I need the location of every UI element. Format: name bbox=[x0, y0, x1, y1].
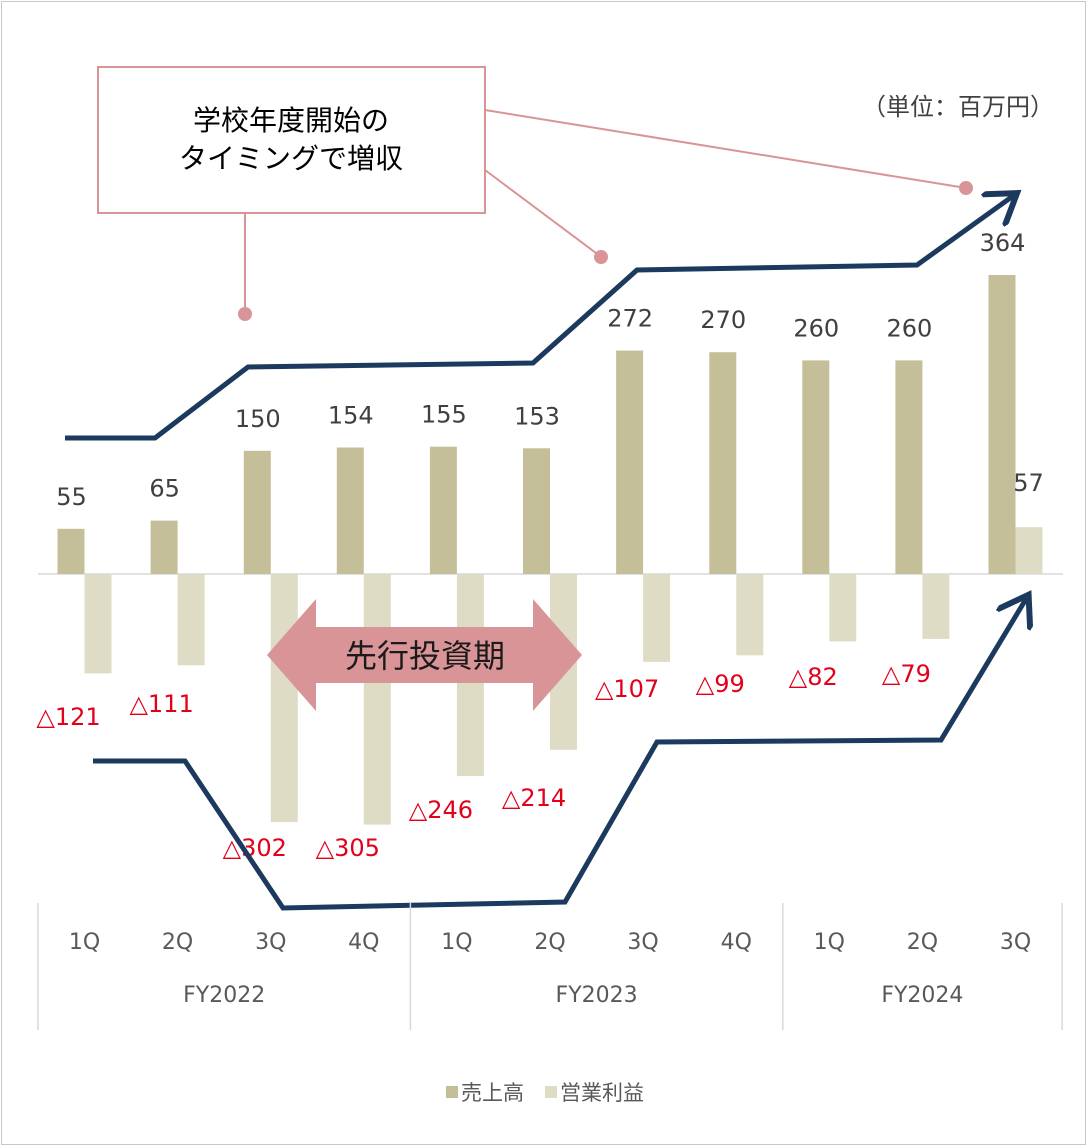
bar-sales bbox=[988, 275, 1016, 574]
category-tick-label: 4Q bbox=[348, 930, 379, 955]
data-label-sales: 272 bbox=[607, 305, 653, 333]
data-label-sales: 150 bbox=[235, 405, 281, 433]
data-label-operating-profit: △79 bbox=[882, 660, 931, 688]
legend-label: 売上高 bbox=[461, 1081, 524, 1105]
bar-operating-profit bbox=[270, 574, 298, 823]
bar-operating-profit bbox=[829, 574, 857, 642]
data-label-sales: 153 bbox=[514, 402, 560, 430]
bar-sales bbox=[336, 447, 364, 574]
legend: 売上高 営業利益 bbox=[446, 1081, 644, 1105]
callout-leader-dot bbox=[238, 307, 252, 321]
unit-label: （単位：百万円） bbox=[862, 93, 1054, 121]
legend-label: 営業利益 bbox=[560, 1081, 644, 1105]
double-arrow-shape bbox=[267, 599, 582, 711]
callout-leader-dot bbox=[594, 250, 608, 264]
data-label-operating-profit: △214 bbox=[502, 784, 566, 812]
fiscal-year-label: FY2024 bbox=[881, 983, 963, 1008]
bar-sales bbox=[709, 352, 737, 574]
callout-box bbox=[97, 66, 486, 214]
investment-period-label: 先行投資期 bbox=[345, 637, 505, 675]
data-label-operating-profit: △305 bbox=[316, 834, 380, 862]
callout-text-line1: 学校年度開始の bbox=[193, 104, 389, 137]
data-label-sales: 364 bbox=[980, 229, 1026, 257]
data-label-sales: 55 bbox=[56, 483, 87, 511]
sales-trend-arrow bbox=[65, 196, 1013, 441]
data-label-sales: 154 bbox=[328, 402, 374, 430]
category-tick-label: 1Q bbox=[814, 930, 845, 955]
data-label-operating-profit: △121 bbox=[36, 703, 100, 731]
investment-period-arrow: 先行投資期 bbox=[267, 599, 582, 711]
bar-operating-profit bbox=[84, 574, 112, 674]
data-label-operating-profit: △99 bbox=[696, 670, 745, 698]
category-tick-label: 3Q bbox=[255, 930, 286, 955]
data-label-operating-profit: △107 bbox=[595, 675, 659, 703]
data-label-layer: 55 △121 65 △111 150 △302 154 △305 155 △246 153 △214… bbox=[36, 229, 1043, 862]
category-tick-label: 2Q bbox=[162, 930, 193, 955]
data-label-operating-profit: 57 bbox=[1013, 469, 1044, 497]
callout-leader-middle bbox=[484, 169, 601, 257]
bar-sales bbox=[895, 360, 923, 574]
bar-operating-profit bbox=[363, 574, 391, 825]
data-label-sales: 260 bbox=[886, 314, 932, 342]
data-label-operating-profit: △111 bbox=[129, 690, 193, 718]
timing-callout: 学校年度開始の タイミングで増収 bbox=[97, 66, 973, 321]
category-tick-label: 2Q bbox=[534, 930, 565, 955]
callout-leader-dot bbox=[959, 181, 973, 195]
data-label-sales: 270 bbox=[700, 306, 746, 334]
bar-sales bbox=[523, 448, 550, 574]
callout-leader-right bbox=[484, 109, 967, 189]
legend-swatch bbox=[545, 1086, 557, 1098]
category-tick-label: 3Q bbox=[1000, 930, 1031, 955]
data-label-sales: 65 bbox=[149, 475, 180, 503]
legend-swatch bbox=[446, 1086, 458, 1098]
bar-operating-profit bbox=[643, 574, 671, 662]
bar-sales bbox=[429, 446, 457, 574]
fiscal-year-label: FY2023 bbox=[556, 983, 638, 1008]
data-label-sales: 155 bbox=[421, 401, 467, 429]
category-axis: 1Q 2Q 3Q 4Q 1Q 2Q 3Q 4Q 1Q 2Q 3Q FY2022 FY2023 FY2024 bbox=[37, 903, 1063, 1030]
bar-operating-profit bbox=[736, 574, 764, 656]
category-tick-label: 3Q bbox=[627, 930, 658, 955]
bar-sales bbox=[57, 528, 85, 574]
category-tick-label: 2Q bbox=[907, 930, 938, 955]
category-tick-label: 1Q bbox=[441, 930, 472, 955]
bar-sales bbox=[243, 450, 271, 574]
bar-operating-profit bbox=[922, 574, 950, 639]
data-label-operating-profit: △82 bbox=[789, 663, 838, 691]
data-label-operating-profit: △246 bbox=[409, 796, 473, 824]
data-label-sales: 260 bbox=[793, 314, 839, 342]
bar-sales bbox=[150, 520, 178, 574]
category-tick-label: 1Q bbox=[69, 930, 100, 955]
callout-text-line2: タイミングで増収 bbox=[179, 142, 403, 175]
bar-sales bbox=[616, 350, 644, 574]
data-label-operating-profit: △302 bbox=[223, 834, 287, 862]
profit-trend-arrow bbox=[93, 599, 1026, 911]
bar-sales bbox=[802, 360, 830, 574]
bar-operating-profit bbox=[177, 574, 205, 666]
fiscal-year-label: FY2022 bbox=[183, 983, 265, 1008]
bar-operating-profit bbox=[1015, 527, 1043, 574]
category-tick-label: 4Q bbox=[721, 930, 752, 955]
bar-layer bbox=[57, 275, 1043, 825]
